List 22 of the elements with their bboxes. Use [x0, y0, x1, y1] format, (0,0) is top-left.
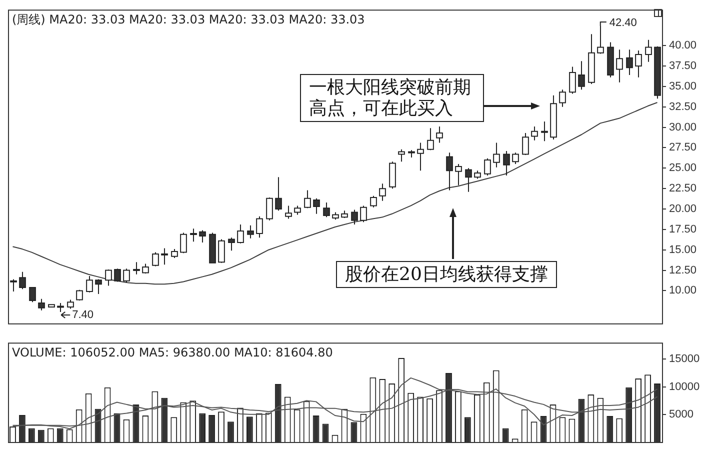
chart-title: VOLUME: 106052.00 MA5: 96380.00 MA10: 81604.80 [12, 346, 333, 360]
y-tick-label: 25.00 [669, 162, 697, 174]
y-tick-label: 35.00 [669, 80, 697, 92]
annotation: 股价在20日均线获得支撑 [336, 261, 557, 288]
y-tick-label: 10000 [669, 380, 700, 393]
y-tick-label: 5000 [669, 408, 694, 420]
y-tick-label: 32.50 [669, 100, 697, 113]
y-tick-label: 15000 [669, 353, 700, 366]
annotation: 42.40 [609, 16, 637, 29]
y-tick-label: 22.50 [669, 182, 697, 195]
y-tick-label: 15.00 [669, 244, 697, 256]
y-tick-label: 10.00 [669, 284, 697, 297]
y-tick-label: 17.50 [669, 223, 697, 236]
y-tick-label: 12.50 [669, 264, 697, 276]
y-tick-label: 27.50 [669, 142, 697, 154]
y-tick-label: 40.00 [669, 40, 697, 52]
annotation: 7.40 [72, 308, 94, 321]
annotation: 一根大阳线突破前期高点，可在此买入 [300, 74, 484, 122]
y-tick-label: 20.00 [669, 203, 697, 216]
y-tick-label: 37.50 [669, 60, 697, 72]
y-tick-label: 30.00 [669, 121, 697, 134]
chart-title: (周线) MA20: 33.03 MA20: 33.03 MA20: 33.03 MA20: 33.03 [12, 12, 365, 27]
